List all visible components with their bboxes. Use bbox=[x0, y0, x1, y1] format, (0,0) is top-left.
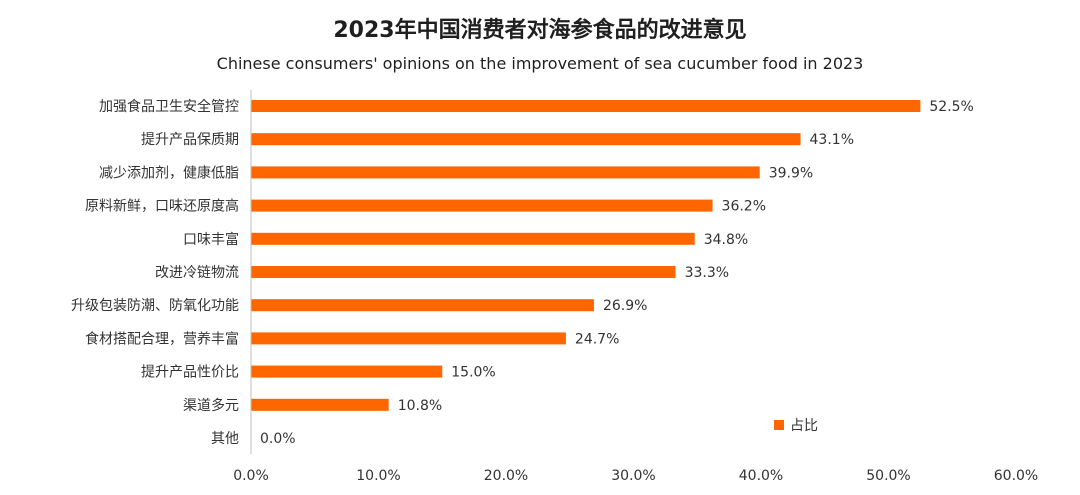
legend-label: 占比 bbox=[790, 418, 818, 434]
x-axis-ticks: 0.0% 10.0% 20.0% 30.0% 40.0% 50.0% 60.0% bbox=[233, 468, 1038, 484]
bar bbox=[251, 166, 760, 179]
data-label: 34.8% bbox=[704, 232, 748, 248]
chart-title: 2023年中国消费者对海参食品的改进意见 bbox=[333, 18, 747, 43]
bar bbox=[251, 365, 443, 378]
x-tick-label: 60.0% bbox=[994, 468, 1038, 484]
bar bbox=[251, 232, 695, 245]
bar bbox=[251, 398, 389, 411]
category-label: 改进冷链物流 bbox=[155, 265, 239, 281]
data-label: 43.1% bbox=[810, 132, 854, 148]
data-label: 15.0% bbox=[451, 365, 495, 381]
x-tick-label: 10.0% bbox=[356, 468, 400, 484]
chart-subtitle: Chinese consumers' opinions on the impro… bbox=[216, 54, 864, 73]
x-tick-label: 50.0% bbox=[866, 468, 910, 484]
category-label: 食材搭配合理，营养丰富 bbox=[85, 330, 239, 347]
category-label: 口味丰富 bbox=[183, 231, 239, 248]
category-label: 升级包装防潮、防氧化功能 bbox=[71, 298, 239, 314]
data-label: 0.0% bbox=[260, 431, 296, 447]
category-label: 加强食品卫生安全管控 bbox=[99, 98, 239, 115]
category-label: 提升产品保质期 bbox=[141, 132, 239, 148]
x-tick-label: 30.0% bbox=[611, 468, 655, 484]
data-label: 52.5% bbox=[929, 99, 973, 115]
data-label: 10.8% bbox=[398, 398, 442, 414]
bar bbox=[251, 266, 676, 278]
bar bbox=[251, 299, 594, 312]
value-labels: 52.5% 43.1% 39.9% 36.2% 34.8% 33.3% 26.9% 24.7%… bbox=[260, 99, 974, 447]
category-label: 其他 bbox=[211, 431, 239, 447]
bar bbox=[251, 133, 801, 146]
legend-swatch bbox=[774, 420, 784, 430]
bar bbox=[251, 199, 713, 212]
x-tick-label: 40.0% bbox=[739, 468, 783, 484]
bars-layer bbox=[251, 100, 921, 411]
category-label: 渠道多元 bbox=[183, 397, 239, 414]
data-label: 33.3% bbox=[685, 265, 729, 281]
x-tick-label: 0.0% bbox=[233, 468, 269, 484]
bar bbox=[251, 100, 921, 112]
bar bbox=[251, 332, 566, 345]
category-label: 减少添加剂，健康低脂 bbox=[99, 164, 239, 181]
category-label: 原料新鲜，口味还原度高 bbox=[85, 198, 239, 215]
data-label: 36.2% bbox=[722, 199, 766, 215]
legend: 占比 bbox=[774, 418, 818, 434]
data-label: 24.7% bbox=[575, 331, 619, 347]
data-label: 39.9% bbox=[769, 165, 813, 181]
category-labels: 加强食品卫生安全管控提升产品保质期减少添加剂，健康低脂原料新鲜，口味还原度高口味… bbox=[71, 98, 239, 447]
x-tick-label: 20.0% bbox=[484, 468, 528, 484]
category-label: 提升产品性价比 bbox=[141, 365, 239, 381]
data-label: 26.9% bbox=[603, 298, 647, 314]
